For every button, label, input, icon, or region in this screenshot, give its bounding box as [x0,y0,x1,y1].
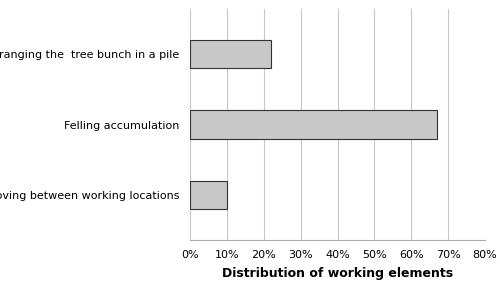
X-axis label: Distribution of working elements: Distribution of working elements [222,267,453,280]
Bar [190,181,227,209]
Bar [190,110,437,139]
Bar [190,40,271,68]
